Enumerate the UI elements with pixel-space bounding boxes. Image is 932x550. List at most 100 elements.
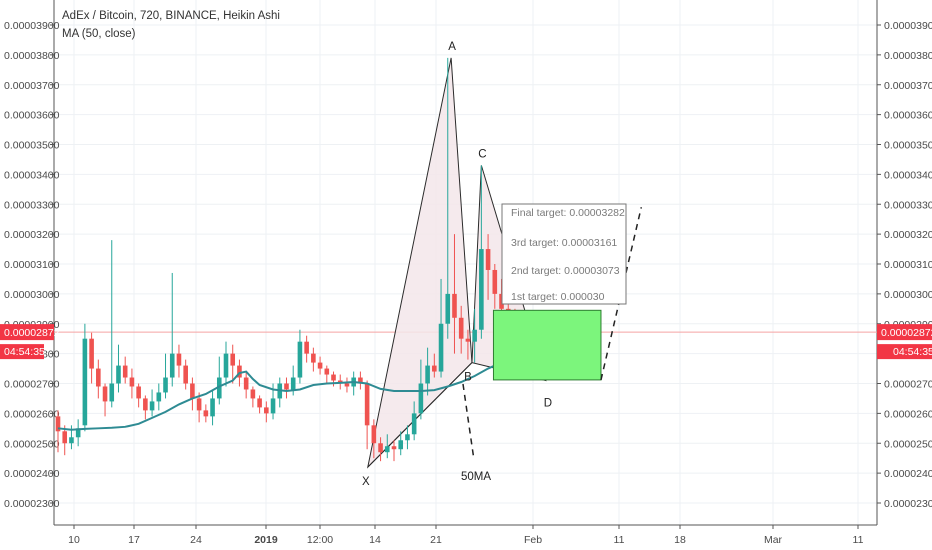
candle-body xyxy=(55,416,61,432)
target-label: 2nd target: 0.00003073 xyxy=(511,265,620,277)
candle-body xyxy=(297,341,303,378)
x-tick-label: 11 xyxy=(614,534,625,546)
target-box: Final target: 0.00003282 3rd target: 0.00… xyxy=(501,203,627,305)
x-tick-label: 18 xyxy=(674,534,686,546)
y-axis-left: 0.00003900 0.00003800 0.00003700 0.00003600… xyxy=(4,20,60,510)
candle-body xyxy=(344,383,350,387)
candle-body xyxy=(264,407,269,414)
candle-body xyxy=(405,434,410,441)
pattern-point-label-d: D xyxy=(544,398,552,410)
y-tick-label: 0.00002400 xyxy=(884,468,932,480)
y-axis-right: 0.00003900 0.00003800 0.00003700 0.00003600… xyxy=(877,20,932,510)
y-tick-label: 0.00003500 xyxy=(884,140,932,152)
x-tick-label: 12:00 xyxy=(307,534,333,546)
candle-body xyxy=(331,374,336,381)
pattern-point-label-c: C xyxy=(478,148,486,160)
candle-body xyxy=(384,446,390,453)
candle-body xyxy=(364,383,370,426)
y-tick-label: 0.00003300 xyxy=(884,199,932,211)
candle-body xyxy=(183,365,188,384)
candle-body xyxy=(492,269,498,294)
candle-body xyxy=(69,437,74,444)
target-label: 3rd target: 0.00003161 xyxy=(511,237,617,249)
candle-body xyxy=(438,323,444,372)
candle-body xyxy=(479,249,484,330)
candle-body xyxy=(290,377,296,390)
y-tick-label: 0.00003800 xyxy=(884,50,932,62)
countdown-tag-left xyxy=(0,344,44,360)
y-tick-label: 0.00003400 xyxy=(4,169,60,181)
y-tick-label: 0.00002700 xyxy=(4,379,60,391)
price-tag-right xyxy=(877,324,932,341)
x-tick-label: 2019 xyxy=(254,534,278,546)
y-tick-label: 0.00003000 xyxy=(884,289,932,301)
y-tick-label: 0.00002400 xyxy=(4,468,60,480)
x-tick-label: 11 xyxy=(853,534,864,546)
candle-body xyxy=(62,431,68,444)
countdown-tag-right xyxy=(877,344,932,360)
candle-body xyxy=(196,398,202,411)
candle-body xyxy=(458,317,464,339)
y-tick-label: 0.00003700 xyxy=(4,80,60,92)
candle-body xyxy=(89,338,94,369)
candle-body xyxy=(304,341,309,354)
y-tick-label: 0.00003900 xyxy=(4,20,60,32)
candle-body xyxy=(82,338,88,426)
y-tick-label: 0.00003700 xyxy=(884,80,932,92)
candle-body xyxy=(190,383,195,399)
candle-body xyxy=(425,365,430,384)
ma50-line xyxy=(57,361,502,431)
candle-body xyxy=(156,392,162,402)
candle-body xyxy=(223,353,229,378)
candle-body xyxy=(432,365,437,372)
y-tick-label: 0.00002300 xyxy=(884,498,932,510)
candle-body xyxy=(122,365,128,378)
y-tick-label: 0.00003900 xyxy=(884,20,932,32)
targets-box xyxy=(501,203,627,305)
candle-body xyxy=(230,353,236,366)
pattern-point-label-a: A xyxy=(448,41,456,53)
ma-label: 50MA xyxy=(461,471,491,483)
y-tick-label: 0.00002700 xyxy=(884,379,932,391)
ma-pointer-line xyxy=(462,383,475,461)
candle-body xyxy=(216,377,222,399)
candle-body xyxy=(284,383,289,390)
candle-body xyxy=(445,293,451,324)
y-tick-label: 0.00003600 xyxy=(884,110,932,122)
y-tick-label: 0.00003000 xyxy=(4,289,60,301)
x-tick-label: 24 xyxy=(190,534,202,546)
candle-body xyxy=(243,377,249,390)
candle-body xyxy=(203,410,209,417)
candle-body xyxy=(75,428,81,438)
x-tick-label: Feb xyxy=(524,534,542,546)
x-tick-label: Mar xyxy=(764,534,783,546)
candle-body xyxy=(270,398,276,414)
y-tick-label: 0.00003500 xyxy=(4,140,60,152)
candle-body xyxy=(391,446,397,450)
y-tick-label: 0.00003100 xyxy=(884,259,932,271)
candle-body xyxy=(371,425,377,444)
candle-body xyxy=(116,365,121,384)
pattern-point-label-b: B xyxy=(464,372,472,384)
y-tick-label: 0.00003400 xyxy=(884,169,932,181)
candle-body xyxy=(324,368,330,375)
candle-body xyxy=(143,398,148,411)
candle-body xyxy=(358,377,363,384)
candle-body xyxy=(210,398,215,417)
indicator-label: MA (50, close) xyxy=(62,28,136,40)
y-tick-label: 0.00003100 xyxy=(4,259,60,271)
ma50-polyline xyxy=(57,361,502,431)
candle-body xyxy=(136,386,141,399)
y-tick-label: 0.00003300 xyxy=(4,199,60,211)
candle-body xyxy=(317,362,323,369)
candle-body xyxy=(465,338,471,342)
price-tags: 0.00002872 04:54:35 0.00002872 04:54:35 xyxy=(0,324,932,360)
candle-body xyxy=(485,249,491,270)
candle-body xyxy=(149,401,155,411)
y-tick-label: 0.00003800 xyxy=(4,50,60,62)
candle-body xyxy=(398,440,404,450)
candle-body xyxy=(250,389,256,399)
y-tick-label: 0.00002600 xyxy=(4,408,60,420)
target-label: Final target: 0.00003282 xyxy=(511,207,625,219)
annotations: X A B C D 50MA xyxy=(362,41,552,488)
